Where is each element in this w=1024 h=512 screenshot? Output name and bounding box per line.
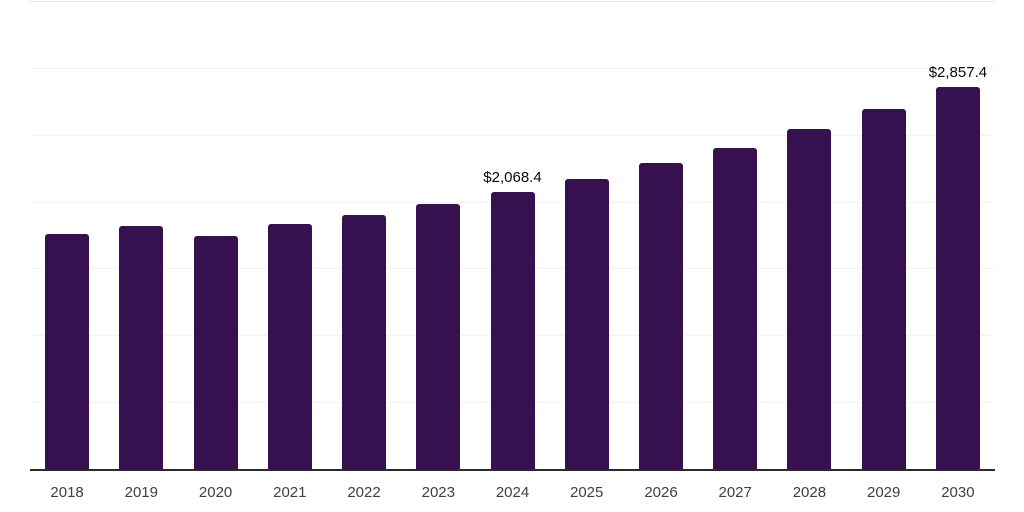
x-tick-label-2021: 2021 [273,484,307,501]
x-tick-label-2025: 2025 [570,484,604,501]
x-tick-label-2022: 2022 [347,484,381,501]
x-tick-label-2029: 2029 [867,484,901,501]
bar-2018 [45,233,90,469]
x-tick-label-2028: 2028 [792,484,827,501]
bar-2021 [267,224,312,469]
bar-2025 [564,178,609,469]
x-tick-label-2024: 2024 [495,484,530,501]
gridline-2500 [30,134,995,136]
x-tick-label-2023: 2023 [421,484,455,501]
x-tick-label-2027: 2027 [718,484,752,501]
gridline-3500 [30,1,995,2]
bar-value-label-2030: $2,857.4 [928,63,988,81]
bar-2022 [342,214,386,469]
bar-2019 [119,225,164,469]
bar-2020 [193,236,238,469]
bar-value-label-2024: $2,068.4 [483,169,542,187]
x-tick-label-2019: 2019 [124,484,158,501]
bar-2029 [861,108,906,469]
bar-2027 [713,148,758,469]
x-tick-label-2026: 2026 [644,484,678,501]
gridline-3000 [30,67,995,69]
x-tick-label-2020: 2020 [198,484,233,501]
x-tick-label-2018: 2018 [50,484,84,501]
bar-2026 [639,162,683,469]
bar-2028 [787,128,832,469]
x-axis-line [30,469,995,471]
bar-2023 [416,204,461,469]
bar-2024 [490,192,535,469]
x-tick-label-2030: 2030 [941,484,975,501]
bar-2030 [935,86,980,469]
